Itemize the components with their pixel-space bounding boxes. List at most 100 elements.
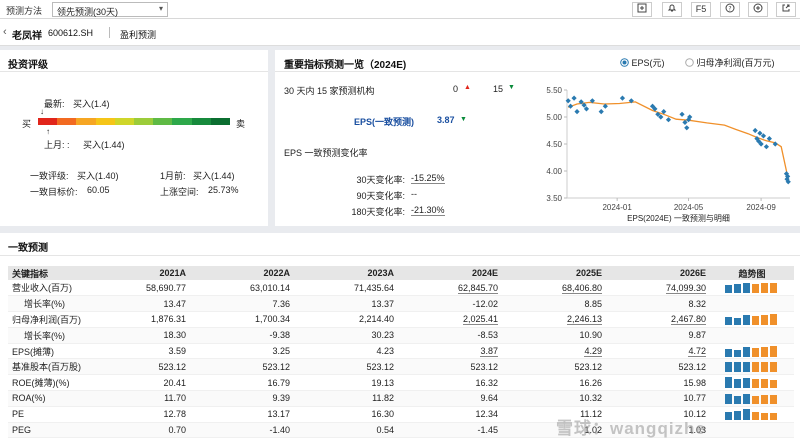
trend-cell xyxy=(710,295,794,313)
mini-trend-bar xyxy=(734,318,741,326)
alert-button[interactable] xyxy=(662,2,682,17)
table-cell: 523.12 xyxy=(190,358,294,376)
cell-value: 20.41 xyxy=(163,377,186,388)
up-arrow-icon: ▲ xyxy=(464,84,471,91)
export-icon xyxy=(637,3,647,13)
target-price-label: 一致目标价: xyxy=(30,187,78,197)
table-row: ROA(%) 11.70 9.39 11.82 9.64 10.32 10.77 xyxy=(8,390,794,407)
month-ago-value: 买入(1.44) xyxy=(193,171,235,181)
forecast-point xyxy=(679,111,685,117)
cell-value: 30.23 xyxy=(371,330,394,341)
add-button[interactable] xyxy=(748,2,768,17)
table-cell: 0.54 xyxy=(294,422,398,439)
export-button[interactable] xyxy=(632,2,652,17)
trend-cell xyxy=(710,390,794,407)
change-30d-value: -15.25% xyxy=(411,173,445,184)
table-cell: 16.79 xyxy=(190,374,294,392)
table-cell: 63,010.14 xyxy=(190,280,294,297)
mini-trend-bar xyxy=(770,394,777,404)
cell-value: 1,876.31 xyxy=(150,314,186,325)
cell-value: 16.30 xyxy=(371,409,394,420)
table-cell: 8.85 xyxy=(502,295,606,313)
mini-trend-bar xyxy=(734,379,741,389)
mini-trend-bar xyxy=(752,411,759,420)
mini-trend-bar xyxy=(743,378,750,389)
stock-name: 老凤祥 xyxy=(12,31,42,42)
trend-cell xyxy=(710,374,794,392)
cell-value: 16.26 xyxy=(579,377,602,388)
rating-scale-segment xyxy=(57,118,77,125)
radio-net-profit[interactable]: 归母净利润(百万元) xyxy=(685,56,775,69)
table-cell: 13.37 xyxy=(294,295,398,313)
rating-divider xyxy=(0,71,268,72)
column-header: 关键指标 xyxy=(8,266,86,280)
refresh-button[interactable]: F5 xyxy=(691,2,711,17)
table-cell: 7.36 xyxy=(190,295,294,313)
mini-trend-bar xyxy=(734,395,741,404)
table-cell: 10.77 xyxy=(606,390,710,407)
top-toolbar: 预测方法 领先预测(30天) ▾ F5 ? xyxy=(0,0,800,19)
cell-value: 8.32 xyxy=(688,298,706,309)
cell-value: 523.12 xyxy=(470,361,498,372)
table-cell: 58,690.77 xyxy=(86,280,190,297)
radio-eps[interactable]: EPS(元) xyxy=(620,56,665,69)
back-chevron-icon[interactable]: ‹ xyxy=(3,26,7,38)
rating-scale-segment xyxy=(95,118,116,125)
mini-trend-bar xyxy=(734,362,741,373)
cell-value: 523.12 xyxy=(678,361,706,372)
upside-label: 上涨空间: xyxy=(160,187,199,197)
y-tick-label: 5.50 xyxy=(546,86,562,95)
forecast-point xyxy=(589,98,595,104)
forecast-title: 重要指标预测一览（2024E) xyxy=(284,60,407,71)
table-cell: 11.12 xyxy=(502,406,606,423)
mini-trend-bar xyxy=(752,362,759,373)
cell-value: 13.17 xyxy=(267,409,290,420)
mini-trend-bar xyxy=(743,282,750,293)
table-cell: 16.30 xyxy=(294,406,398,423)
table-cell: 11.82 xyxy=(294,390,398,407)
table-cell: 11.70 xyxy=(86,390,190,407)
cell-value: 1,700.34 xyxy=(254,314,290,325)
cell-value: 11.70 xyxy=(164,393,186,404)
table-cell: -1.40 xyxy=(190,422,294,439)
column-header: 2025E xyxy=(502,266,606,280)
mini-trend-bar xyxy=(770,282,777,293)
table-header-row: 关键指标 2021A 2022A 2023A 2024E 2025E 2026E 趋势图 xyxy=(8,266,794,280)
cell-value: 16.32 xyxy=(475,377,498,388)
cell-value: 3.59 xyxy=(168,346,186,357)
mini-trend-chart xyxy=(725,345,779,357)
cell-value: 11.12 xyxy=(580,409,602,420)
mini-trend-bar xyxy=(725,411,732,420)
column-header: 2023A xyxy=(294,266,398,280)
table-cell: 2,214.40 xyxy=(294,311,398,328)
rating-scale-segment xyxy=(134,118,154,125)
consensus-line xyxy=(567,101,789,180)
stock-code: 600612.SH xyxy=(48,28,94,38)
cell-value: 16.79 xyxy=(267,377,290,388)
help-button[interactable]: ? xyxy=(720,2,740,17)
popout-button[interactable] xyxy=(776,2,796,17)
table-row: PEG 0.70 -1.40 0.54 -1.45 1.02 1.03 xyxy=(8,422,794,439)
svg-text:?: ? xyxy=(728,5,731,12)
change-30d-label: 30天变化率: xyxy=(356,175,405,185)
change-180d-label: 180天变化率: xyxy=(351,207,405,217)
mini-trend-chart xyxy=(725,393,779,404)
cell-value: 3.87 xyxy=(480,346,498,358)
table-cell: 20.41 xyxy=(86,374,190,392)
cell-value: 8.85 xyxy=(584,298,602,309)
help-icon: ? xyxy=(725,3,735,13)
table-cell: 0.70 xyxy=(86,422,190,439)
forecast-point xyxy=(619,95,626,101)
cell-value: 9.39 xyxy=(272,393,290,404)
table-cell: 3.25 xyxy=(190,343,294,360)
chart-x-label: EPS(2024E) 一致预测与明细 xyxy=(627,213,730,223)
method-select[interactable]: 领先预测(30天) ▾ xyxy=(52,2,168,17)
trend-cell xyxy=(710,327,794,344)
column-header: 趋势图 xyxy=(710,266,794,280)
mini-trend-bar xyxy=(770,380,777,389)
latest-rating-label: 最新: xyxy=(44,99,65,109)
external-link-icon xyxy=(782,4,790,12)
rating-scale-segment xyxy=(191,118,212,125)
cell-value: -8.53 xyxy=(477,330,498,341)
tab-earnings-forecast[interactable]: 盈利预测 xyxy=(120,30,157,40)
